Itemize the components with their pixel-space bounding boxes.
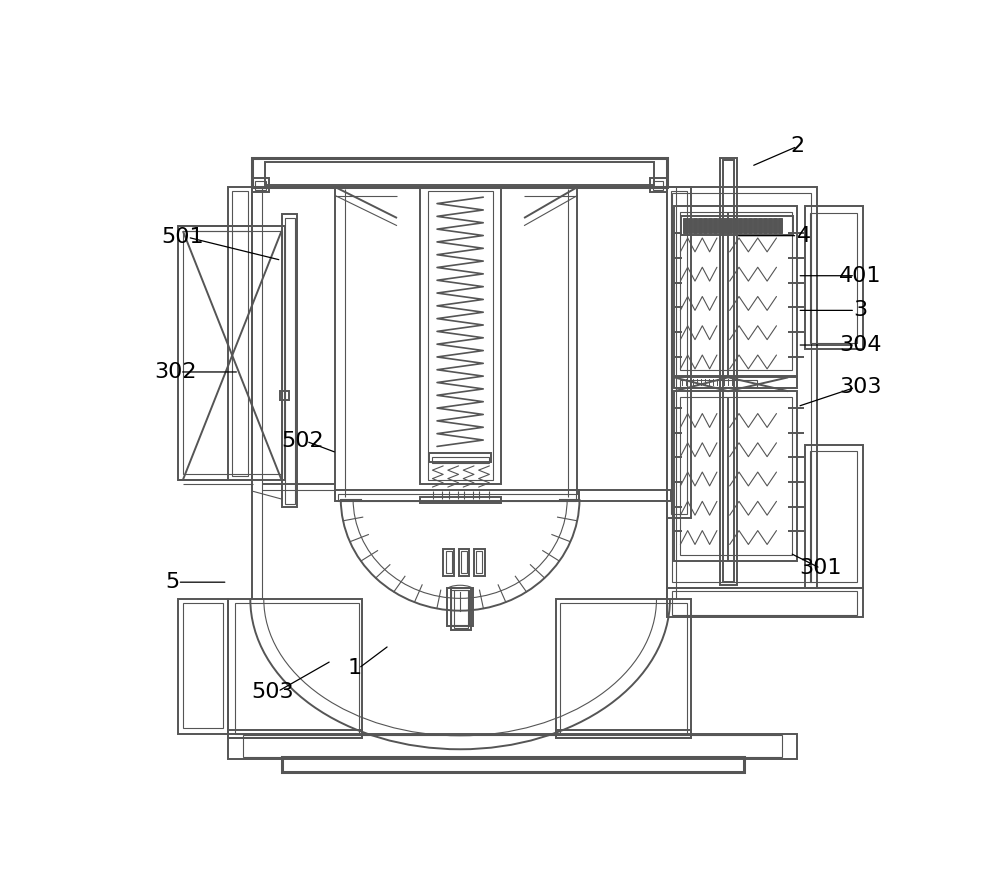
Bar (708, 218, 712, 233)
Bar (778, 218, 782, 233)
Bar (178, 226, 285, 480)
Bar (420, 187, 501, 484)
Bar (680, 380, 757, 386)
Bar (674, 206, 797, 376)
Bar (666, 187, 691, 518)
Bar (451, 590, 469, 625)
Bar (718, 218, 722, 233)
Bar (228, 187, 252, 480)
Bar (228, 730, 362, 738)
Bar (810, 451, 857, 582)
Bar (474, 549, 485, 576)
Bar (428, 191, 493, 480)
Bar (255, 181, 266, 190)
Bar (723, 218, 727, 233)
Bar (805, 445, 863, 587)
Text: 4: 4 (796, 226, 811, 245)
Bar (252, 178, 269, 191)
Bar (680, 212, 792, 370)
Bar (235, 603, 358, 734)
Text: 501: 501 (162, 227, 204, 247)
Bar (183, 603, 223, 728)
Bar (447, 587, 473, 626)
Bar (280, 392, 289, 400)
Text: 503: 503 (251, 681, 294, 702)
Bar (683, 218, 687, 233)
Text: 304: 304 (839, 335, 882, 355)
Bar (446, 551, 452, 573)
Bar (243, 735, 782, 757)
Bar (728, 218, 732, 233)
Bar (282, 757, 744, 773)
Bar (252, 158, 666, 187)
Bar (753, 218, 757, 233)
Bar (672, 592, 857, 615)
Bar (232, 191, 248, 476)
Bar (703, 218, 707, 233)
Text: 401: 401 (839, 266, 882, 285)
Bar (650, 178, 667, 191)
Bar (282, 214, 297, 507)
Bar (773, 218, 777, 233)
Text: 301: 301 (799, 558, 842, 579)
Bar (579, 490, 671, 501)
Bar (672, 192, 811, 582)
Bar (688, 218, 692, 233)
Bar (674, 377, 797, 388)
Bar (681, 216, 793, 235)
Bar (338, 494, 576, 501)
Bar (768, 218, 772, 233)
Text: 3: 3 (853, 300, 868, 321)
Bar (476, 551, 482, 573)
Bar (693, 218, 697, 233)
Bar (228, 734, 797, 758)
Bar (429, 453, 491, 462)
Bar (805, 206, 863, 349)
Bar (698, 218, 702, 233)
Bar (671, 191, 687, 515)
Text: 2: 2 (790, 136, 804, 156)
Bar (738, 218, 742, 233)
Bar (680, 397, 792, 556)
Bar (420, 497, 501, 503)
Bar (285, 218, 295, 504)
Bar (335, 490, 579, 501)
Bar (743, 218, 747, 233)
Bar (758, 218, 762, 233)
Bar (265, 162, 654, 185)
Bar (763, 218, 767, 233)
Bar (560, 603, 687, 734)
Bar (723, 160, 734, 582)
Bar (666, 187, 817, 587)
Bar (720, 158, 737, 586)
Bar (748, 218, 752, 233)
Bar (454, 590, 468, 628)
Bar (178, 599, 228, 734)
Bar (674, 392, 797, 561)
Text: 1: 1 (348, 658, 362, 679)
Bar (432, 456, 489, 462)
Text: 303: 303 (839, 377, 882, 397)
Text: 5: 5 (165, 572, 179, 592)
Bar (228, 599, 362, 738)
Bar (459, 549, 469, 576)
Bar (556, 599, 691, 738)
Bar (666, 587, 863, 617)
Bar (653, 181, 663, 190)
Bar (183, 231, 282, 474)
Text: 502: 502 (282, 431, 324, 451)
Bar (451, 587, 471, 630)
Text: 302: 302 (154, 362, 196, 382)
Bar (733, 218, 737, 233)
Bar (556, 730, 691, 738)
Bar (461, 551, 467, 573)
Bar (810, 213, 857, 344)
Bar (713, 218, 717, 233)
Bar (443, 549, 454, 576)
